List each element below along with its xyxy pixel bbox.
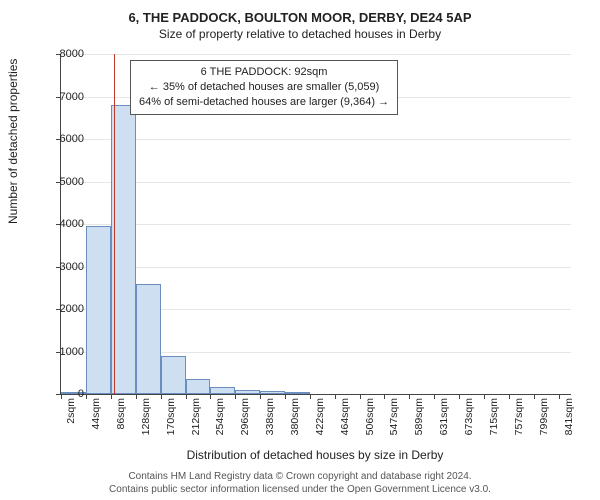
x-tick-label: 128sqm: [140, 394, 152, 435]
x-tick-label: 799sqm: [538, 394, 550, 435]
x-tick-label: 547sqm: [388, 394, 400, 435]
histogram-bar: [161, 356, 186, 394]
x-tick-mark: [186, 394, 187, 399]
histogram-bar: [210, 387, 235, 394]
histogram-bar: [186, 379, 211, 394]
x-tick-mark: [559, 394, 560, 399]
x-tick-mark: [335, 394, 336, 399]
gridline: [61, 267, 571, 268]
x-tick-label: 338sqm: [264, 394, 276, 435]
footer-credits: Contains HM Land Registry data © Crown c…: [0, 470, 600, 496]
x-tick-mark: [310, 394, 311, 399]
y-tick-label: 4000: [44, 218, 84, 230]
reference-line: [114, 54, 115, 394]
y-tick-label: 2000: [44, 303, 84, 315]
gridline: [61, 139, 571, 140]
y-axis-title: Number of detached properties: [6, 59, 20, 224]
x-tick-label: 44sqm: [90, 394, 102, 430]
x-tick-mark: [509, 394, 510, 399]
y-tick-label: 0: [44, 388, 84, 400]
y-tick-label: 5000: [44, 176, 84, 188]
x-tick-label: 212sqm: [190, 394, 202, 435]
x-tick-label: 422sqm: [314, 394, 326, 435]
x-tick-label: 673sqm: [463, 394, 475, 435]
x-tick-mark: [384, 394, 385, 399]
x-axis-title: Distribution of detached houses by size …: [60, 448, 570, 462]
x-tick-label: 170sqm: [165, 394, 177, 435]
histogram-bar: [136, 284, 161, 395]
x-tick-mark: [360, 394, 361, 399]
gridline: [61, 224, 571, 225]
gridline: [61, 54, 571, 55]
y-tick-label: 1000: [44, 346, 84, 358]
x-tick-mark: [285, 394, 286, 399]
chart-title-line2: Size of property relative to detached ho…: [10, 27, 590, 41]
annotation-line1: 6 THE PADDOCK: 92sqm: [139, 65, 389, 80]
x-tick-label: 254sqm: [214, 394, 226, 435]
x-tick-label: 841sqm: [563, 394, 575, 435]
annotation-line3: 64% of semi-detached houses are larger (…: [139, 95, 389, 110]
x-tick-label: 589sqm: [413, 394, 425, 435]
x-tick-mark: [235, 394, 236, 399]
x-tick-mark: [86, 394, 87, 399]
y-tick-label: 8000: [44, 48, 84, 60]
chart-container: 6, THE PADDOCK, BOULTON MOOR, DERBY, DE2…: [0, 0, 600, 500]
x-tick-label: 380sqm: [289, 394, 301, 435]
x-tick-mark: [260, 394, 261, 399]
x-tick-mark: [161, 394, 162, 399]
x-tick-mark: [434, 394, 435, 399]
gridline: [61, 182, 571, 183]
annotation-box: 6 THE PADDOCK: 92sqm ← 35% of detached h…: [130, 60, 398, 115]
y-tick-label: 3000: [44, 261, 84, 273]
footer-line1: Contains HM Land Registry data © Crown c…: [0, 470, 600, 483]
x-tick-mark: [409, 394, 410, 399]
footer-line2: Contains public sector information licen…: [0, 483, 600, 496]
x-tick-label: 506sqm: [364, 394, 376, 435]
x-tick-label: 464sqm: [339, 394, 351, 435]
y-tick-label: 6000: [44, 133, 84, 145]
x-tick-label: 296sqm: [239, 394, 251, 435]
annotation-line2: ← 35% of detached houses are smaller (5,…: [139, 80, 389, 95]
y-tick-label: 7000: [44, 91, 84, 103]
x-tick-mark: [484, 394, 485, 399]
x-tick-label: 631sqm: [438, 394, 450, 435]
chart-title-line1: 6, THE PADDOCK, BOULTON MOOR, DERBY, DE2…: [10, 10, 590, 25]
histogram-bar: [86, 226, 111, 394]
x-tick-mark: [136, 394, 137, 399]
x-tick-mark: [111, 394, 112, 399]
x-tick-label: 86sqm: [115, 394, 127, 430]
x-tick-mark: [459, 394, 460, 399]
x-tick-mark: [534, 394, 535, 399]
x-tick-label: 757sqm: [513, 394, 525, 435]
x-tick-mark: [210, 394, 211, 399]
x-tick-label: 715sqm: [488, 394, 500, 435]
